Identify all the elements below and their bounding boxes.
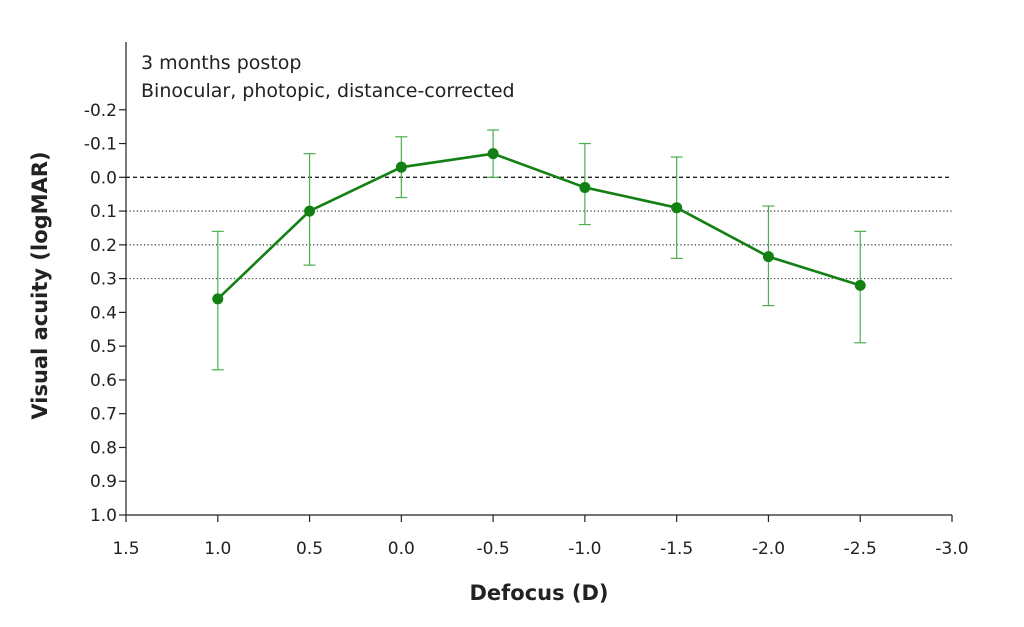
y-tick-label: 0.4 bbox=[90, 303, 117, 323]
y-tick-label: 0.7 bbox=[90, 405, 117, 425]
data-point bbox=[212, 293, 224, 305]
x-tick-label: -2.5 bbox=[844, 539, 877, 559]
y-tick-label: 0.6 bbox=[90, 371, 117, 391]
data-point bbox=[854, 279, 866, 291]
data-point bbox=[487, 148, 499, 160]
data-point bbox=[579, 181, 591, 193]
x-tick-label: -1.5 bbox=[660, 539, 693, 559]
data-point bbox=[304, 205, 316, 217]
x-tick-label: -1.0 bbox=[568, 539, 601, 559]
x-tick-label: -3.0 bbox=[935, 539, 968, 559]
x-tick-label: 0.5 bbox=[296, 539, 323, 559]
data-point bbox=[395, 161, 407, 173]
x-tick-label: 1.0 bbox=[204, 539, 231, 559]
y-tick-label: 0.9 bbox=[90, 472, 117, 492]
annotation-text: Binocular, photopic, distance-corrected bbox=[141, 80, 515, 102]
y-tick-label: 0.5 bbox=[90, 337, 117, 357]
y-tick-label: 0.0 bbox=[90, 168, 117, 188]
error-bars bbox=[211, 129, 867, 371]
y-tick-label: 0.2 bbox=[90, 236, 117, 256]
data-point bbox=[671, 202, 683, 214]
y-tick-label: 1.0 bbox=[90, 506, 117, 526]
x-axis-ticks: 1.5 1.0 0.5 0.0 -0.5 -1.0 -1.5 -2.0 -2.5 -3.0 bbox=[112, 515, 969, 559]
y-tick-label: -0.2 bbox=[84, 101, 117, 121]
data-point bbox=[762, 251, 774, 263]
series-line bbox=[216, 152, 861, 300]
x-tick-label: -0.5 bbox=[477, 539, 510, 559]
x-axis-title: Defocus (D) bbox=[469, 581, 608, 605]
y-tick-label: -0.1 bbox=[84, 135, 117, 155]
x-tick-label: 0.0 bbox=[388, 539, 415, 559]
y-axis-ticks: -0.2 -0.1 0.0 0.1 0.2 0.3 0.4 0.5 0.6 0.7 0.8 0.9 1.… bbox=[84, 101, 126, 526]
y-tick-label: 0.1 bbox=[90, 202, 117, 222]
x-tick-label: -2.0 bbox=[752, 539, 785, 559]
reference-lines bbox=[126, 176, 952, 280]
y-tick-label: 0.8 bbox=[90, 438, 117, 458]
annotation-text: 3 months postop bbox=[141, 52, 301, 74]
data-series bbox=[212, 148, 866, 305]
annotations: 3 months postop Binocular, photopic, dist… bbox=[141, 52, 515, 102]
y-axis-title: Visual acuity (logMAR) bbox=[28, 151, 52, 419]
x-tick-label: 1.5 bbox=[112, 539, 139, 559]
y-tick-label: 0.3 bbox=[90, 270, 117, 290]
